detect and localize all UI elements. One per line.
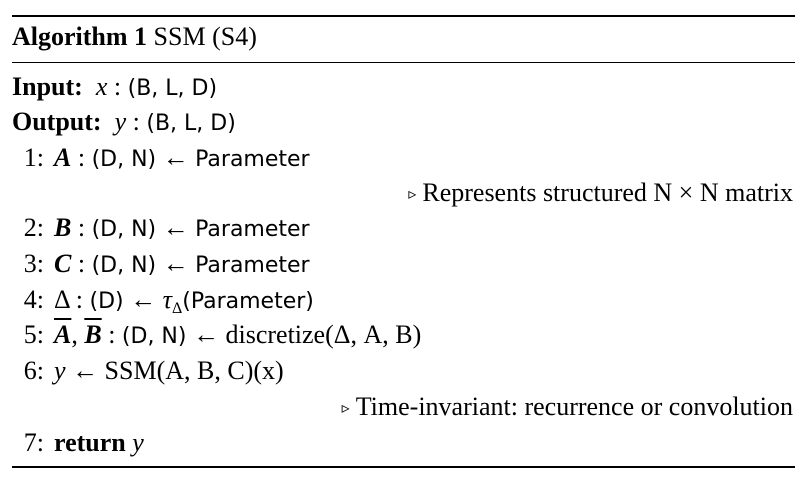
input-label: Input: — [12, 72, 83, 101]
line-number: 5: — [23, 320, 44, 349]
var-B: B — [54, 213, 72, 242]
colon: : — [75, 285, 84, 314]
output-label: Output: — [12, 107, 102, 136]
var-B-bar: B — [84, 320, 102, 349]
assign-arrow: ← — [192, 320, 219, 349]
tau-fn: τ — [162, 285, 172, 314]
input-var: x — [95, 72, 108, 101]
comment-triangle-icon: ▹ — [341, 400, 350, 417]
assign-arrow: ← — [162, 249, 189, 278]
var-C: C — [54, 249, 72, 278]
colon: : — [108, 320, 116, 349]
tau-subscript: Δ — [171, 300, 183, 317]
line-number: 1: — [23, 143, 44, 172]
algorithm-name: SSM (S4) — [153, 22, 257, 51]
assign-arrow: ← — [72, 356, 99, 385]
shape: (D, N) — [121, 324, 187, 349]
var-A-bar: A — [54, 320, 72, 349]
input-line: Input: x : (B, L, D) — [12, 72, 217, 104]
colon: : — [113, 72, 122, 101]
var-y: y — [54, 356, 66, 385]
step-5: 5: A, B : (D, N) ← discretize(Δ, A, B) — [12, 320, 421, 352]
step-1: 1: A : (D, N) ← Parameter — [12, 143, 310, 175]
algorithm-caption: Algorithm 1 SSM (S4) — [12, 22, 257, 52]
rhs: Parameter — [195, 253, 310, 278]
output-shape: (B, L, D) — [146, 111, 236, 136]
step-6-comment: ▹ Time-invariant: recurrence or convoluti… — [342, 392, 793, 424]
colon: : — [132, 107, 140, 136]
line-number: 4: — [23, 285, 44, 314]
line-number: 7: — [23, 428, 44, 457]
rhs: SSM(A, B, C)(x) — [104, 356, 284, 385]
line-number: 6: — [23, 356, 44, 385]
step-1-comment: ▹ Represents structured N × N matrix — [408, 178, 793, 210]
rhs: Parameter — [195, 147, 310, 172]
output-var: y — [114, 107, 127, 136]
return-keyword: return — [54, 428, 126, 457]
step-7: 7: return y — [12, 428, 144, 458]
var-delta: Δ — [54, 285, 70, 314]
algorithm-label: Algorithm 1 — [12, 22, 148, 51]
comment-triangle-icon: ▹ — [408, 186, 417, 203]
colon: : — [77, 143, 86, 172]
colon: : — [77, 249, 86, 278]
line-number: 3: — [23, 249, 44, 278]
assign-arrow: ← — [162, 213, 189, 242]
shape: (D) — [89, 289, 124, 314]
line-number: 2: — [23, 213, 44, 242]
top-rule — [12, 15, 795, 17]
step-4: 4: Δ : (D) ← τΔ(Parameter) — [12, 285, 314, 324]
colon: : — [77, 213, 86, 242]
step-2: 2: B : (D, N) ← Parameter — [12, 213, 310, 245]
output-line: Output: y : (B, L, D) — [12, 107, 236, 139]
input-shape: (B, L, D) — [127, 76, 218, 101]
assign-arrow: ← — [130, 285, 157, 314]
shape: (D, N) — [91, 217, 157, 242]
rhs: Parameter — [195, 217, 310, 242]
shape: (D, N) — [91, 253, 157, 278]
shape: (D, N) — [91, 147, 157, 172]
var-A: A — [54, 143, 72, 172]
assign-arrow: ← — [162, 143, 189, 172]
step-3: 3: C : (D, N) ← Parameter — [12, 249, 310, 281]
bottom-rule — [12, 466, 795, 468]
step-6: 6: y ← SSM(A, B, C)(x) — [12, 356, 284, 386]
comment-text: Represents structured N × N matrix — [422, 178, 793, 207]
rhs-arg: (Parameter) — [182, 289, 314, 314]
var-y: y — [132, 428, 144, 457]
caption-rule — [12, 62, 795, 63]
comment-text: Time-invariant: recurrence or convolutio… — [355, 392, 793, 421]
rhs: discretize(Δ, A, B) — [225, 320, 422, 349]
